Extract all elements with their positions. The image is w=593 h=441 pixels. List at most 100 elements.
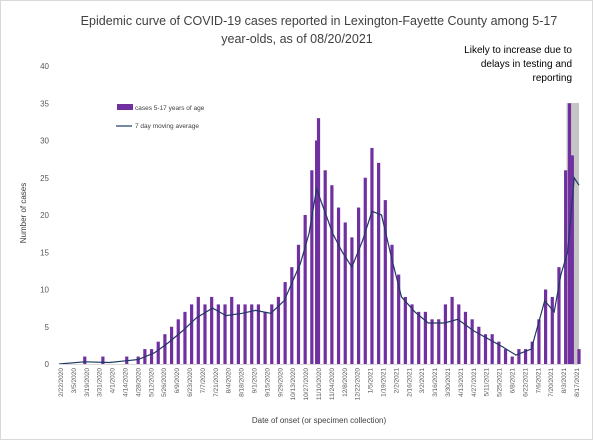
bar-36 <box>350 237 354 364</box>
y-tick-label-5: 25 <box>40 174 49 183</box>
bar-26 <box>290 267 294 364</box>
bar-33 <box>330 185 334 364</box>
y-tick-labels: 0 5 10 15 20 25 30 35 40 <box>40 62 49 369</box>
bar-64 <box>537 319 541 364</box>
bar-53 <box>463 311 468 364</box>
bar-41 <box>383 200 387 364</box>
x-tick-label-2: 3/19/2020 <box>84 368 91 397</box>
x-tick-label-8: 5/26/2020 <box>161 368 168 397</box>
x-tick-label-23: 12/22/2020 <box>355 368 362 401</box>
bar-52 <box>457 304 461 364</box>
x-tick-label-37: 7/6/2021 <box>535 368 542 394</box>
bar-54 <box>470 319 474 364</box>
bar-44 <box>403 296 407 364</box>
bar-18 <box>236 304 240 364</box>
bar-1 <box>101 356 105 364</box>
bar-30 <box>315 140 319 364</box>
bar-0 <box>83 356 87 364</box>
bar-47 <box>423 311 427 364</box>
annotation: Likely to increase due to delays in test… <box>464 45 572 84</box>
bar-15 <box>216 304 220 364</box>
bar-68 <box>564 170 568 364</box>
x-axis-title: Date of onset (or specimen collection) <box>252 416 387 425</box>
annotation-line-1: Likely to increase due to <box>464 45 572 56</box>
bar-29 <box>310 170 314 364</box>
legend-bar-label: cases 5-17 years of age <box>135 105 205 112</box>
bar-11 <box>190 304 194 364</box>
bar-10 <box>183 311 187 364</box>
y-axis-title: Number of cases <box>19 183 28 243</box>
bar-8 <box>169 326 174 364</box>
x-tick-label-0: 2/22/2020 <box>58 368 65 397</box>
bar-66 <box>550 296 554 364</box>
bar-56 <box>483 334 488 364</box>
x-tick-label-14: 8/18/2020 <box>239 368 246 397</box>
bar-35 <box>343 222 347 364</box>
bar-21 <box>256 304 261 364</box>
annotation-line-2: delays in testing and <box>481 59 572 70</box>
bar-27 <box>296 244 301 364</box>
bar-13 <box>203 304 207 364</box>
x-tick-label-11: 7/7/2020 <box>200 368 207 394</box>
x-tick-labels: 2/22/2020 3/5/2020 3/19/2020 3/31/2020 4/1/2… <box>58 368 581 401</box>
bar-9 <box>176 319 180 364</box>
bar-49 <box>437 319 441 364</box>
x-tick-label-27: 2/16/2021 <box>406 368 413 397</box>
x-tick-label-19: 10/27/2020 <box>303 368 310 401</box>
bar-3 <box>136 356 140 364</box>
bar-14 <box>210 296 214 364</box>
bar-67 <box>557 267 561 364</box>
bar-71 <box>577 349 581 364</box>
bar-63 <box>530 341 534 364</box>
bar-58 <box>497 341 501 364</box>
bar-65 <box>544 289 548 364</box>
bar-62 <box>523 349 528 364</box>
bars-group <box>83 103 581 365</box>
bar-61 <box>517 349 521 364</box>
legend: cases 5-17 years of age 7 day moving ave… <box>116 104 205 130</box>
x-tick-label-40: 8/17/2021 <box>574 368 581 397</box>
x-tick-label-25: 1/19/2021 <box>381 368 388 397</box>
y-tick-label-8: 40 <box>40 62 49 71</box>
x-tick-label-28: 3/2/2021 <box>419 368 426 394</box>
x-tick-label-15: 9/1/2020 <box>252 368 259 394</box>
bar-60 <box>510 356 514 364</box>
annotation-line-3: reporting <box>533 73 572 84</box>
x-tick-label-26: 2/2/2021 <box>393 368 400 394</box>
bar-23 <box>270 304 274 364</box>
x-tick-label-17: 9/29/2020 <box>277 368 284 397</box>
y-tick-label-4: 20 <box>40 211 49 220</box>
x-tick-label-1: 3/5/2020 <box>71 368 78 394</box>
x-tick-label-36: 6/22/2021 <box>522 368 529 397</box>
bar-12 <box>196 296 200 364</box>
x-tick-label-4: 4/1/2020 <box>110 368 117 394</box>
x-tick-label-20: 11/10/2020 <box>316 368 323 400</box>
x-tick-label-33: 5/11/2021 <box>484 368 491 397</box>
bar-16 <box>223 304 227 364</box>
x-tick-label-29: 3/16/2021 <box>432 368 439 397</box>
bar-50 <box>443 304 448 364</box>
bar-38 <box>363 177 367 364</box>
x-tick-label-10: 6/23/2020 <box>187 368 194 397</box>
x-tick-label-5: 4/14/2020 <box>123 368 130 397</box>
bar-70 <box>570 155 574 364</box>
legend-line-label: 7 day moving average <box>135 123 199 130</box>
bar-43 <box>397 274 401 364</box>
legend-bar-swatch <box>117 104 133 110</box>
x-tick-label-35: 6/8/2021 <box>510 368 517 394</box>
bar-37 <box>356 207 361 364</box>
x-tick-label-6: 4/28/2020 <box>135 368 142 397</box>
bar-32 <box>323 170 327 364</box>
bar-57 <box>490 334 494 364</box>
bar-25 <box>283 282 287 364</box>
bar-59 <box>503 349 508 364</box>
x-tick-label-34: 5/25/2021 <box>497 368 504 397</box>
x-tick-label-9: 6/9/2020 <box>174 368 181 394</box>
x-tick-label-12: 7/21/2020 <box>213 368 220 397</box>
x-tick-label-21: 11/24/2020 <box>329 368 336 400</box>
x-tick-label-16: 9/15/2020 <box>264 368 271 397</box>
bar-5 <box>149 349 154 364</box>
bar-39 <box>370 147 374 364</box>
